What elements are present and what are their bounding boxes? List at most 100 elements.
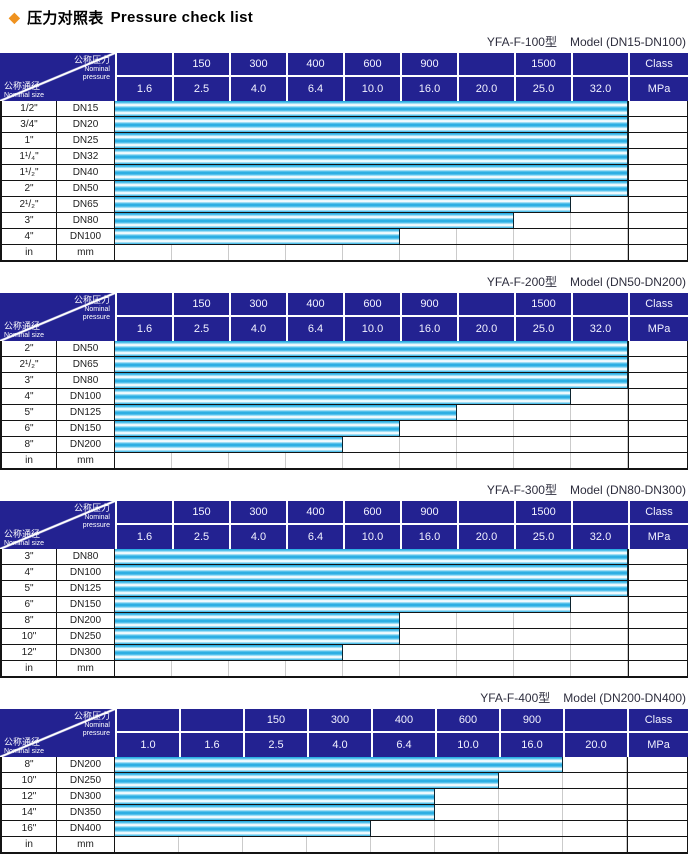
- table-body: 3" DN80 4" DN100 5" DN125 6" DN150 8" DN200 10" DN2…: [0, 549, 688, 678]
- nominal-size-mm-cell: DN50: [57, 341, 115, 356]
- pressure-range-bar: [115, 117, 628, 132]
- pressure-range-bar: [115, 165, 628, 180]
- pressure-range-bar: [115, 213, 514, 228]
- nominal-size-mm-cell: DN20: [57, 117, 115, 132]
- nominal-size-inch-cell: 4": [0, 565, 57, 580]
- class-value-cell: 300: [229, 501, 286, 523]
- unit-empty-cell: [628, 213, 688, 228]
- pressure-bar-zone: [115, 197, 628, 212]
- pressure-range-bar: [115, 421, 400, 436]
- pressure-bar-zone: [115, 773, 627, 788]
- nominal-size-mm-cell: DN65: [57, 357, 115, 372]
- page-title-zh: 压力对照表: [27, 10, 104, 27]
- class-value-cell: [457, 501, 514, 523]
- table-row: in mm: [0, 837, 688, 853]
- mpa-value-cell: 6.4: [371, 733, 435, 757]
- pressure-bar-zone: [115, 341, 628, 356]
- nominal-size-inch-cell: in: [0, 661, 57, 676]
- mpa-value-cell: 6.4: [286, 525, 343, 549]
- nominal-size-inch-cell: 10": [0, 773, 57, 788]
- class-value-cell: [115, 53, 172, 75]
- class-value-cell: 900: [499, 709, 563, 731]
- table-row: 2¹/₂" DN65: [0, 197, 688, 213]
- table-row: 16" DN400: [0, 821, 688, 837]
- table-range-label: Model (DN80-DN300): [569, 483, 686, 497]
- nominal-size-mm-cell: DN350: [57, 805, 115, 820]
- nominal-size-mm-cell: DN400: [57, 821, 115, 836]
- pressure-range-bar: [115, 197, 571, 212]
- mpa-value-cell: 32.0: [571, 317, 628, 341]
- table-model-label: YFA-F-200型: [486, 275, 557, 289]
- class-value-cell: 1500: [514, 293, 571, 315]
- table-model-label: YFA-F-400型: [480, 691, 551, 705]
- mpa-header-row: 1.6 2.5 4.0 6.4 10.0 16.0 20.0 25.0 32.0 MPa: [115, 525, 688, 549]
- nominal-size-label: 公称通径 Nominal size: [4, 528, 45, 547]
- pressure-range-bar: [115, 357, 628, 372]
- nominal-size-mm-cell: DN100: [57, 389, 115, 404]
- class-value-cell: 150: [243, 709, 307, 731]
- class-value-cell: 400: [371, 709, 435, 731]
- nominal-size-mm-cell: DN300: [57, 789, 115, 804]
- table-header: 公称压力 Nominal pressure 公称通径 Nominal size 150 30…: [0, 709, 688, 757]
- table-body: 2" DN50 2¹/₂" DN65 3" DN80 4" DN100 5" DN125 6" DN1…: [0, 341, 688, 470]
- nominal-size-mm-cell: DN50: [57, 181, 115, 196]
- table-header: 公称压力 Nominal pressure 公称通径 Nominal size 150 30…: [0, 53, 688, 101]
- pressure-table: YFA-F-400型 Model (DN200-DN400) 公称压力 Nominal…: [0, 678, 688, 854]
- nominal-size-mm-cell: DN25: [57, 133, 115, 148]
- class-value-cell: 900: [400, 293, 457, 315]
- table-row: in mm: [0, 661, 688, 677]
- class-header-row: 150 300 400 600 900 1500 Class: [115, 293, 688, 317]
- pressure-range-bar: [115, 805, 435, 820]
- mpa-value-cell: 1.6: [115, 317, 172, 341]
- unit-empty-cell: [628, 565, 688, 580]
- mpa-value-cell: 10.0: [435, 733, 499, 757]
- nominal-size-inch-cell: 2¹/₂": [0, 357, 57, 372]
- table-row: 4" DN100: [0, 565, 688, 581]
- header-corner-cell: 公称压力 Nominal pressure 公称通径 Nominal size: [0, 501, 115, 549]
- unit-empty-cell: [628, 341, 688, 356]
- nominal-size-inch-cell: 3": [0, 213, 57, 228]
- mpa-value-cell: 20.0: [457, 77, 514, 101]
- class-value-cell: 600: [343, 293, 400, 315]
- nominal-size-mm-cell: mm: [57, 661, 115, 676]
- nominal-size-label: 公称通径 Nominal size: [4, 736, 45, 755]
- unit-empty-cell: [628, 389, 688, 404]
- table-row: 3" DN80: [0, 549, 688, 565]
- class-value-cell: 150: [172, 293, 229, 315]
- class-header-row: 150 300 400 600 900 1500 Class: [115, 501, 688, 525]
- page-title-en: Pressure check list: [110, 9, 254, 26]
- nominal-size-inch-cell: 2": [0, 181, 57, 196]
- pressure-bar-zone: [115, 357, 628, 372]
- table-row: 8" DN200: [0, 437, 688, 453]
- unit-empty-cell: [628, 437, 688, 452]
- table-range-label: Model (DN15-DN100): [569, 35, 686, 49]
- unit-empty-cell: [628, 181, 688, 196]
- nominal-size-mm-cell: DN125: [57, 581, 115, 596]
- table-row: 4" DN100: [0, 389, 688, 405]
- mpa-value-cell: 4.0: [229, 317, 286, 341]
- class-value-cell: [571, 501, 628, 523]
- nominal-size-mm-cell: DN200: [57, 757, 115, 772]
- pressure-range-bar: [115, 821, 371, 836]
- nominal-size-inch-cell: 1": [0, 133, 57, 148]
- pressure-bar-zone: [115, 133, 628, 148]
- table-header: 公称压力 Nominal pressure 公称通径 Nominal size 150 30…: [0, 293, 688, 341]
- pressure-bar-zone: [115, 373, 628, 388]
- mpa-value-cell: 2.5: [172, 317, 229, 341]
- table-row: 4" DN100: [0, 229, 688, 245]
- nominal-size-mm-cell: DN32: [57, 149, 115, 164]
- mpa-value-cell: 16.0: [400, 525, 457, 549]
- pressure-bar-zone: [115, 421, 628, 436]
- class-value-cell: 400: [286, 53, 343, 75]
- pressure-range-bar: [115, 757, 563, 772]
- table-row: 10" DN250: [0, 773, 688, 789]
- unit-empty-cell: [628, 117, 688, 132]
- mpa-value-cell: 6.4: [286, 77, 343, 101]
- table-header: 公称压力 Nominal pressure 公称通径 Nominal size 150 30…: [0, 501, 688, 549]
- unit-empty-cell: [628, 629, 688, 644]
- nominal-pressure-label: 公称压力 Nominal pressure: [73, 503, 110, 529]
- table-row: 3" DN80: [0, 373, 688, 389]
- pressure-bar-zone: [115, 597, 628, 612]
- mpa-value-cell: 25.0: [514, 77, 571, 101]
- unit-empty-cell: [628, 613, 688, 628]
